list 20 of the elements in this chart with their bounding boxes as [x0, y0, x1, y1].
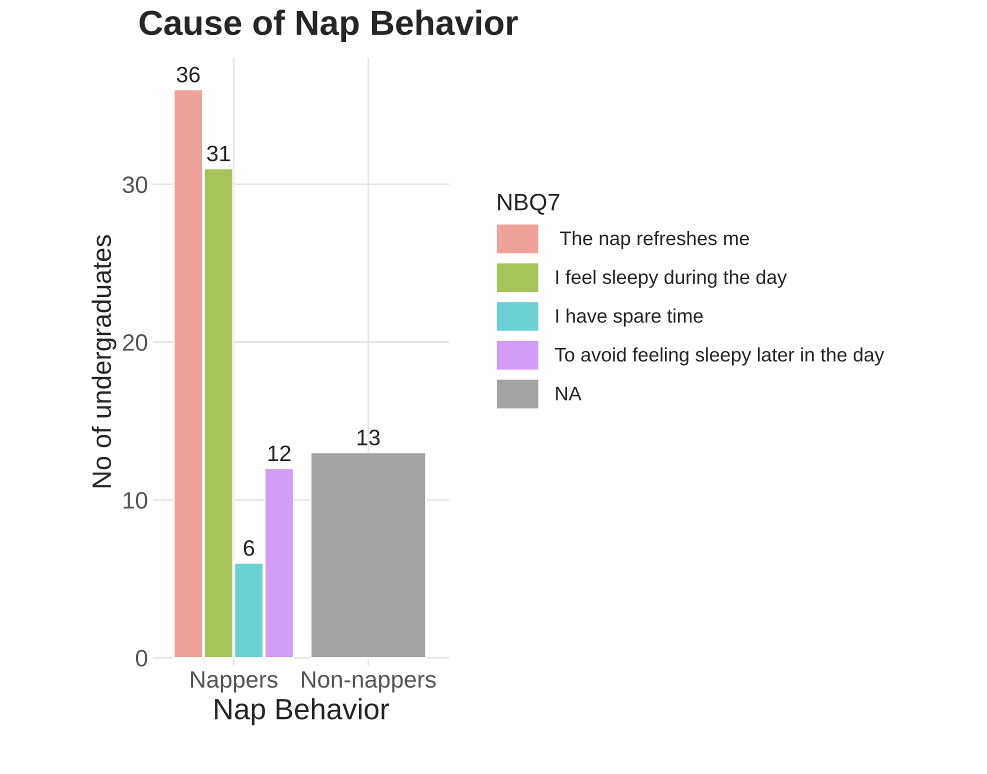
y-axis-title: No of undergraduates — [92, 235, 116, 488]
x-tick-label: Non-nappers — [302, 671, 436, 693]
y-tick-label: 20 — [123, 334, 148, 351]
legend-label: The nap refreshes me — [560, 230, 749, 250]
chart-title: Cause of Nap Behavior — [140, 10, 518, 42]
legend-label: NA — [556, 386, 582, 400]
data-label: 13 — [358, 430, 380, 446]
x-axis-title: Nap Behavior — [215, 698, 389, 726]
data-label: 31 — [207, 146, 230, 162]
legend-label: I feel sleepy during the day — [556, 270, 787, 288]
data-label: 36 — [176, 66, 200, 82]
legend-label: To avoid feeling sleepy later in the day — [554, 347, 884, 366]
x-tick-label: Nappers — [191, 671, 278, 693]
y-tick-label: 30 — [122, 176, 148, 194]
y-tick-label: 10 — [124, 492, 148, 509]
legend-title: NBQ7 — [498, 194, 560, 215]
data-label: 12 — [268, 445, 290, 461]
data-label: 6 — [244, 540, 254, 556]
y-tick-label: 0 — [136, 650, 148, 667]
legend-label: I have spare time — [556, 308, 703, 327]
